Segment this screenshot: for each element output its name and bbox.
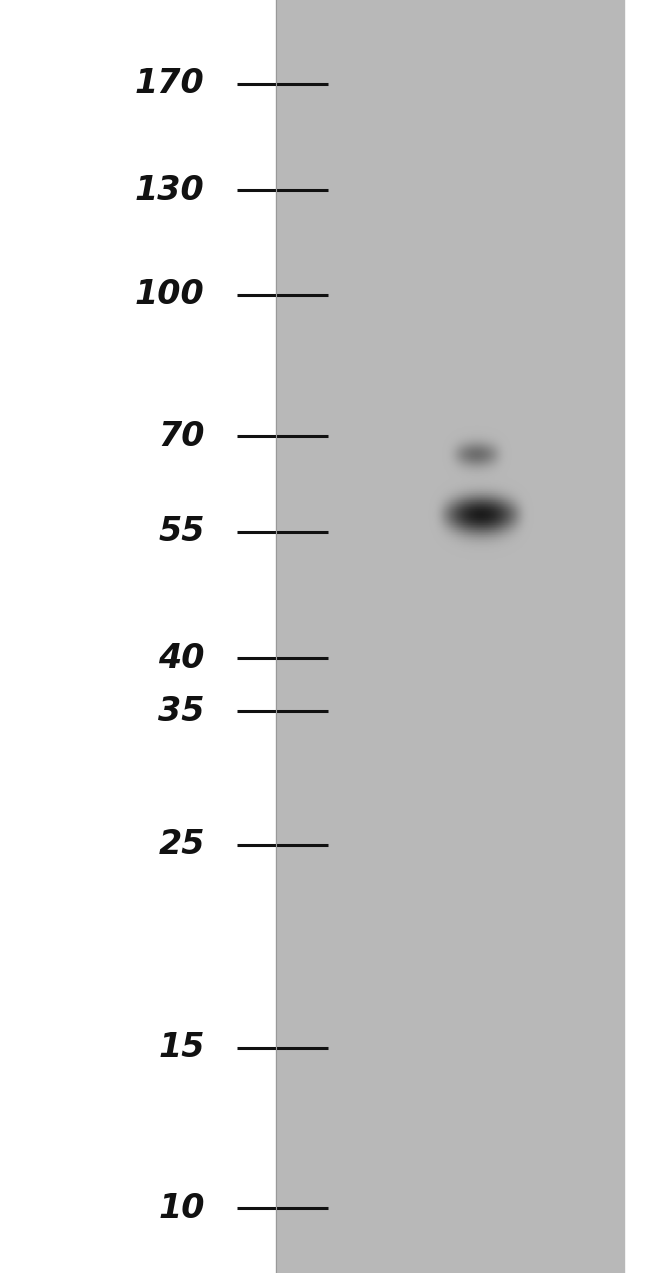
- Text: 100: 100: [135, 278, 205, 311]
- Text: 25: 25: [158, 829, 205, 862]
- Text: 170: 170: [135, 67, 205, 101]
- Text: 35: 35: [158, 695, 205, 728]
- Bar: [0, 0, 276, 1273]
- Text: 40: 40: [158, 642, 205, 675]
- Text: 130: 130: [135, 174, 205, 206]
- Text: 15: 15: [158, 1031, 205, 1064]
- Text: 70: 70: [158, 420, 205, 453]
- Bar: [276, 0, 624, 1273]
- Text: 10: 10: [158, 1192, 205, 1225]
- Text: 55: 55: [158, 516, 205, 549]
